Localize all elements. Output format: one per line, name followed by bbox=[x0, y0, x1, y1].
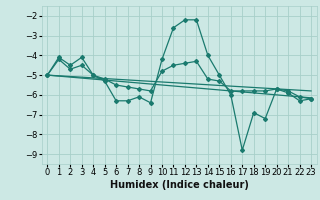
X-axis label: Humidex (Indice chaleur): Humidex (Indice chaleur) bbox=[110, 180, 249, 190]
